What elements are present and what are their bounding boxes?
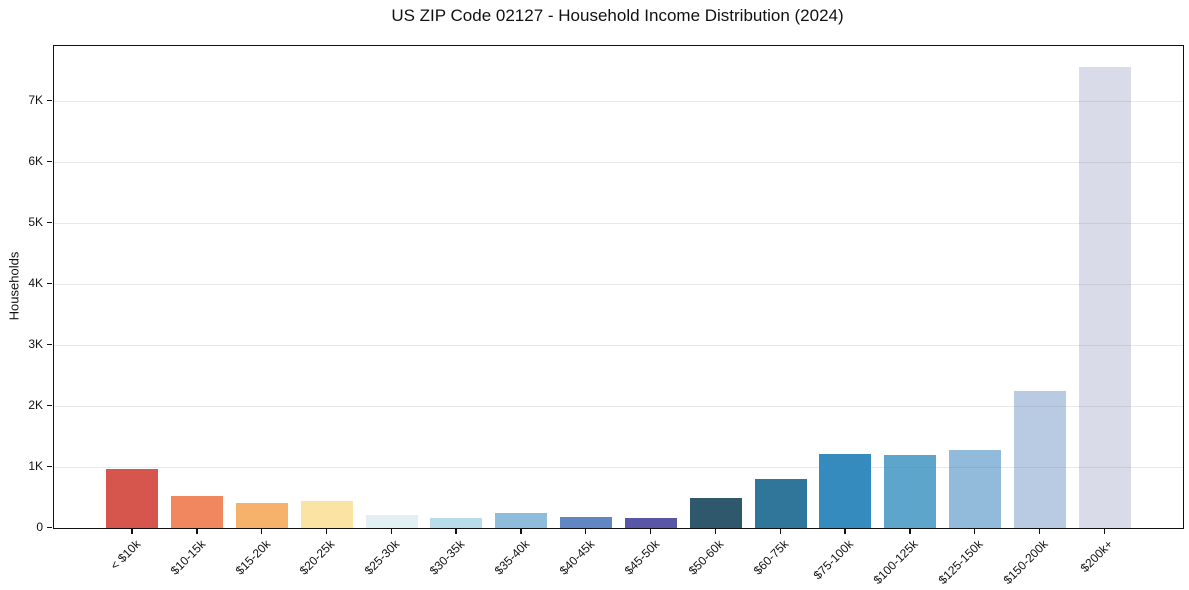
bar-40-45k <box>560 517 613 528</box>
x-tick-label: $25-30k <box>361 537 403 578</box>
x-tick-label: $50-60k <box>686 537 727 578</box>
y-tick-label: 0 <box>36 520 43 534</box>
x-tick-mark <box>973 528 976 534</box>
gridline-7K <box>54 100 1183 102</box>
x-tick-mark <box>1038 528 1041 534</box>
x-tick-label: $125-150k <box>935 537 986 588</box>
bar-100-125k <box>884 455 937 528</box>
x-tick-mark <box>261 528 263 534</box>
x-tick-mark <box>844 528 846 534</box>
bar-200k <box>1078 66 1131 528</box>
y-tick-mark <box>47 160 52 163</box>
x-tick-label: $200k+ <box>1077 537 1116 575</box>
x-tick-label: $35-40k <box>491 537 533 578</box>
gridline-4K <box>54 283 1183 285</box>
x-tick-label: $10-15k <box>167 537 209 578</box>
gridline-6K <box>54 161 1183 163</box>
y-tick-label: 2K <box>28 397 43 412</box>
x-tick-label: $60-75k <box>750 537 792 578</box>
bar-35-40k <box>495 513 548 528</box>
y-tick-mark <box>47 465 52 468</box>
x-tick-label: $15-20k <box>232 537 273 578</box>
gridline-3K <box>54 344 1183 346</box>
y-tick-mark <box>47 527 52 529</box>
gridline-2K <box>54 405 1183 407</box>
bar-10k <box>106 469 159 528</box>
bar-75-100k <box>819 453 872 528</box>
bar-15-20k <box>236 503 289 528</box>
gridline-1K <box>54 466 1183 468</box>
y-tick-label: 3K <box>28 336 43 351</box>
bar-30-35k <box>430 517 483 528</box>
bar-20-25k <box>300 500 353 528</box>
x-tick-mark <box>714 528 717 534</box>
x-tick-mark <box>131 528 133 534</box>
y-tick-mark <box>47 343 52 346</box>
y-tick-label: 5K <box>28 214 43 229</box>
x-tick-mark <box>455 528 457 534</box>
x-tick-label: < $10k <box>107 537 144 573</box>
x-tick-mark <box>779 528 781 534</box>
x-tick-mark <box>390 528 393 534</box>
chart-title: US ZIP Code 02127 - Household Income Dis… <box>391 6 844 25</box>
x-tick-mark <box>649 528 652 534</box>
bar-45-50k <box>624 517 677 528</box>
y-tick-label: 6K <box>28 153 43 168</box>
x-tick-mark <box>585 528 587 534</box>
bar-125-150k <box>948 449 1001 528</box>
bar-150-200k <box>1013 391 1066 528</box>
x-tick-mark <box>909 528 911 534</box>
plot-area <box>53 45 1184 529</box>
bar-25-30k <box>365 515 418 528</box>
x-tick-label: $100-125k <box>871 537 922 588</box>
y-tick-mark <box>47 221 52 224</box>
bar-50-60k <box>689 497 742 528</box>
x-tick-label: $40-45k <box>556 537 597 578</box>
y-tick-mark <box>47 404 52 407</box>
x-tick-mark <box>1103 528 1105 534</box>
y-tick-mark <box>47 99 52 102</box>
y-tick-mark <box>47 282 52 285</box>
y-tick-label: 7K <box>28 92 43 107</box>
x-tick-label: $45-50k <box>621 537 662 578</box>
bar-60-75k <box>754 479 807 528</box>
x-tick-label: $75-100k <box>810 537 857 583</box>
x-tick-mark <box>325 528 328 534</box>
bar-10-15k <box>171 496 224 528</box>
x-tick-mark <box>520 528 522 534</box>
x-tick-label: $150-200k <box>1000 537 1051 588</box>
x-tick-label: $30-35k <box>426 537 468 578</box>
x-tick-label: $20-25k <box>297 537 338 578</box>
y-tick-label: 4K <box>28 275 43 290</box>
y-tick-label: 1K <box>28 458 43 473</box>
x-tick-mark <box>196 528 198 534</box>
gridline-5K <box>54 222 1183 224</box>
